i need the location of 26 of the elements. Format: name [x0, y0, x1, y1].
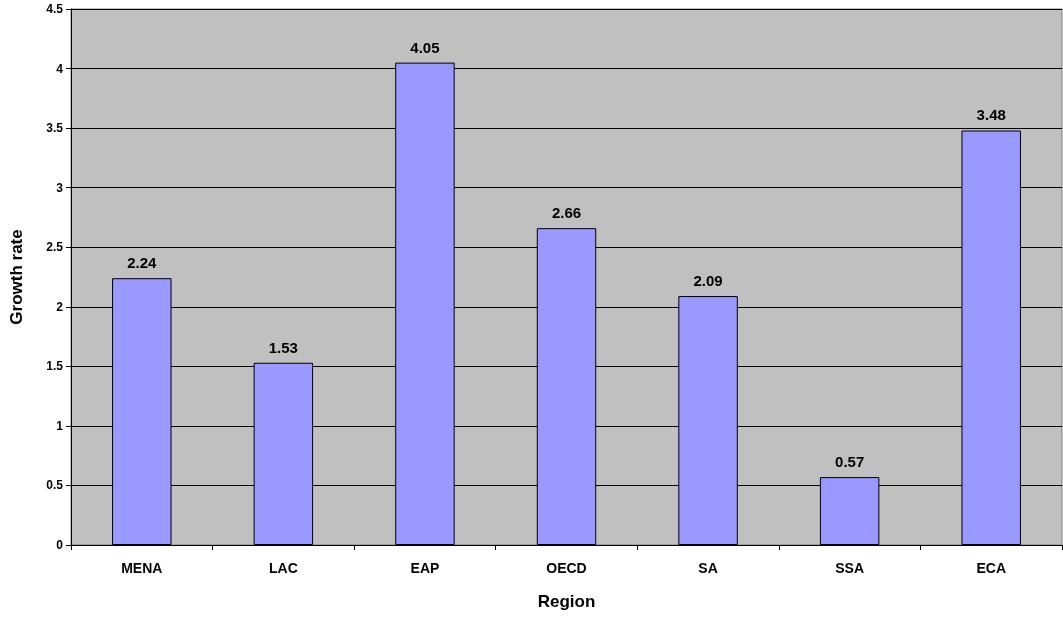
x-tick-label: EAP — [410, 560, 440, 576]
x-tick-label: ECA — [976, 560, 1006, 576]
x-tick-label: OECD — [546, 560, 587, 576]
x-tick-label: LAC — [268, 560, 298, 576]
y-tick-label: 4 — [56, 61, 64, 76]
y-tick-label: 3.5 — [46, 121, 64, 136]
y-axis-title: Growth rate — [7, 229, 26, 325]
y-tick-label: 0.5 — [46, 478, 64, 493]
x-tick-label: MENA — [121, 560, 163, 576]
x-tick-label: SA — [698, 560, 718, 576]
y-tick-label: 1.5 — [46, 359, 64, 374]
y-tick-label: 2.5 — [46, 240, 64, 255]
data-label: 4.05 — [410, 38, 440, 56]
data-label: 1.53 — [268, 338, 298, 356]
y-tick-label: 3 — [56, 180, 64, 195]
y-tick-label: 2 — [56, 299, 64, 314]
data-label: 2.24 — [127, 254, 158, 272]
data-label: 3.48 — [976, 106, 1006, 124]
x-tick-label: SSA — [835, 560, 865, 576]
x-axis-title: Region — [537, 592, 596, 611]
data-label: 2.66 — [551, 204, 582, 222]
data-label: 0.57 — [835, 453, 865, 471]
y-tick-label: 4.5 — [46, 2, 64, 16]
y-tick-label: 1 — [56, 418, 64, 433]
y-tick-label: 0 — [56, 538, 64, 552]
data-label: 2.09 — [693, 272, 723, 290]
